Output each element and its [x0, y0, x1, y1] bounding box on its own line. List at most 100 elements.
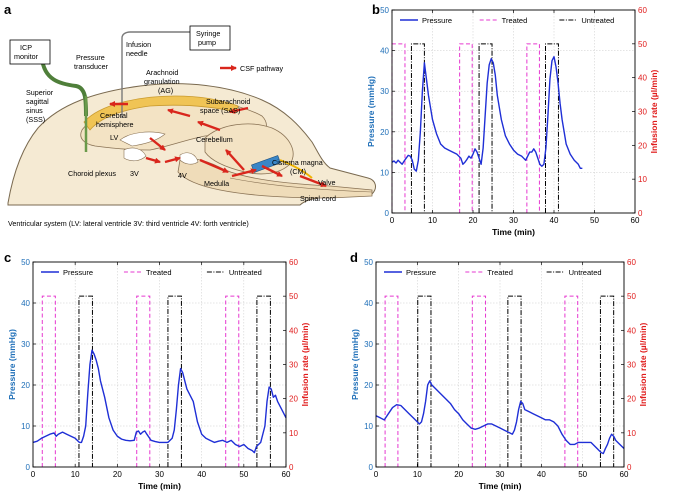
- x-tick-label: 0: [31, 470, 36, 479]
- y-tick-label: 30: [21, 340, 30, 349]
- x-axis-label: Time (min): [479, 481, 522, 491]
- label-4v: 4V: [178, 171, 187, 180]
- panel-c-chart: c0 10 20 30 40 50 60010203040500102030405060Ti…: [4, 250, 310, 491]
- panel-letter-a: a: [4, 2, 12, 17]
- lateral-ventricle-shape: [119, 131, 166, 147]
- y-tick-label: 0: [26, 463, 31, 472]
- untreated-pulse: [417, 295, 432, 467]
- x-tick-label: 50: [590, 216, 599, 225]
- label-arachnoid-3: (AG): [158, 86, 173, 95]
- y-tick-label: 20: [364, 381, 373, 390]
- y2-axis-label: Infusion rate (µl/min): [649, 69, 659, 153]
- label-valve: Valve: [318, 178, 335, 187]
- panel-d-chart: d0 10 20 30 40 50 60010203040500102030405060Ti…: [350, 250, 648, 491]
- label-cerebral-2: hemisphere: [96, 120, 134, 129]
- x-tick-label: 40: [197, 470, 206, 479]
- label-sss-4: (SSS): [26, 115, 45, 124]
- panel-b-chart: b0 10 20 30 40 50 60010203040500102030405060Ti…: [366, 2, 659, 237]
- treated-pulse: [526, 43, 540, 213]
- treated-pulse: [384, 295, 399, 467]
- treated-pulse: [136, 295, 151, 467]
- y-tick-label: 50: [380, 6, 389, 15]
- y2-tick-label: 30: [638, 108, 647, 117]
- x-tick-label: 10: [428, 216, 437, 225]
- y2-tick-label: 30: [627, 361, 636, 370]
- csf-arrows: [109, 65, 327, 188]
- y-tick-label: 50: [364, 258, 373, 267]
- x-tick-label: 30: [496, 470, 505, 479]
- valve-line: [279, 159, 313, 179]
- panel-letter-c: c: [4, 250, 11, 265]
- label-arachnoid-2: granulation: [144, 77, 180, 86]
- y2-tick-label: 20: [289, 395, 298, 404]
- spinal-canal: [229, 177, 373, 193]
- label-infusion-needle-2: needle: [126, 49, 148, 58]
- legend-label-treated: Treated: [146, 268, 172, 277]
- y-axis-label: Pressure (mmHg): [350, 329, 360, 400]
- y-tick-label: 40: [21, 299, 30, 308]
- x-tick-label: 20: [113, 470, 122, 479]
- x-tick-label: 30: [155, 470, 164, 479]
- y2-axis-label: Infusion rate (µl/min): [638, 322, 648, 406]
- y2-tick-label: 20: [638, 141, 647, 150]
- label-arachnoid-1: Arachnoid: [146, 68, 178, 77]
- untreated-pulse: [507, 295, 522, 467]
- x-tick-label: 30: [509, 216, 518, 225]
- fourth-ventricle-shape: [179, 152, 199, 165]
- legend-label-pressure: Pressure: [406, 268, 436, 277]
- y-axis-label: Pressure (mmHg): [7, 329, 17, 400]
- treated-pulse: [459, 43, 473, 213]
- treated-pulse: [564, 295, 579, 467]
- untreated-pulse: [599, 295, 615, 467]
- untreated-pulse: [256, 295, 271, 467]
- untreated-pulse: [544, 43, 559, 213]
- label-syringe-pump-1: Syringe: [196, 29, 220, 38]
- y2-tick-label: 0: [627, 463, 632, 472]
- treated-pulse: [391, 43, 406, 213]
- y2-tick-label: 60: [638, 6, 647, 15]
- x-tick-label: 60: [282, 470, 291, 479]
- untreated-pulse: [167, 295, 182, 467]
- y2-tick-label: 40: [289, 326, 298, 335]
- legend-label-pressure: Pressure: [422, 16, 452, 25]
- y-tick-label: 30: [380, 87, 389, 96]
- label-cm-1: Cisterna magna: [272, 158, 323, 167]
- y-tick-label: 30: [364, 340, 373, 349]
- x-tick-label: 40: [537, 470, 546, 479]
- label-sas-1: Subarachnoid: [206, 97, 250, 106]
- y-tick-label: 10: [364, 422, 373, 431]
- legend-label-treated: Treated: [487, 268, 513, 277]
- pressure-series-line: [375, 380, 625, 455]
- label-lv: LV: [110, 133, 118, 142]
- x-tick-label: 50: [239, 470, 248, 479]
- x-tick-label: 20: [469, 216, 478, 225]
- y2-tick-label: 40: [627, 326, 636, 335]
- treated-pulse: [225, 295, 240, 467]
- y2-tick-label: 10: [638, 175, 647, 184]
- panel-a-diagram: a: [4, 2, 376, 228]
- x-tick-label: 20: [454, 470, 463, 479]
- label-cm-2: (CM): [290, 167, 306, 176]
- x-tick-label: 0: [374, 470, 379, 479]
- x-tick-label: 50: [578, 470, 587, 479]
- label-pressure-transducer-2: transducer: [74, 62, 109, 71]
- legend-label-pressure: Pressure: [63, 268, 93, 277]
- x-axis-label: Time (min): [492, 227, 535, 237]
- legend-label-untreated: Untreated: [229, 268, 262, 277]
- y2-tick-label: 60: [627, 258, 636, 267]
- y-tick-label: 10: [21, 422, 30, 431]
- y-tick-label: 20: [380, 128, 389, 137]
- label-syringe-pump-2: pump: [198, 38, 216, 47]
- label-icp-monitor-2: monitor: [14, 52, 39, 61]
- label-csf-pathway: CSF pathway: [240, 64, 284, 73]
- y-tick-label: 0: [385, 209, 390, 218]
- legend-label-untreated: Untreated: [569, 268, 602, 277]
- treated-pulse: [41, 295, 56, 467]
- y2-tick-label: 60: [289, 258, 298, 267]
- y-axis-label: Pressure (mmHg): [366, 76, 376, 147]
- y2-tick-label: 40: [638, 74, 647, 83]
- pressure-series-line: [32, 349, 287, 454]
- y2-tick-label: 0: [638, 209, 643, 218]
- label-choroid-plexus: Choroid plexus: [68, 169, 116, 178]
